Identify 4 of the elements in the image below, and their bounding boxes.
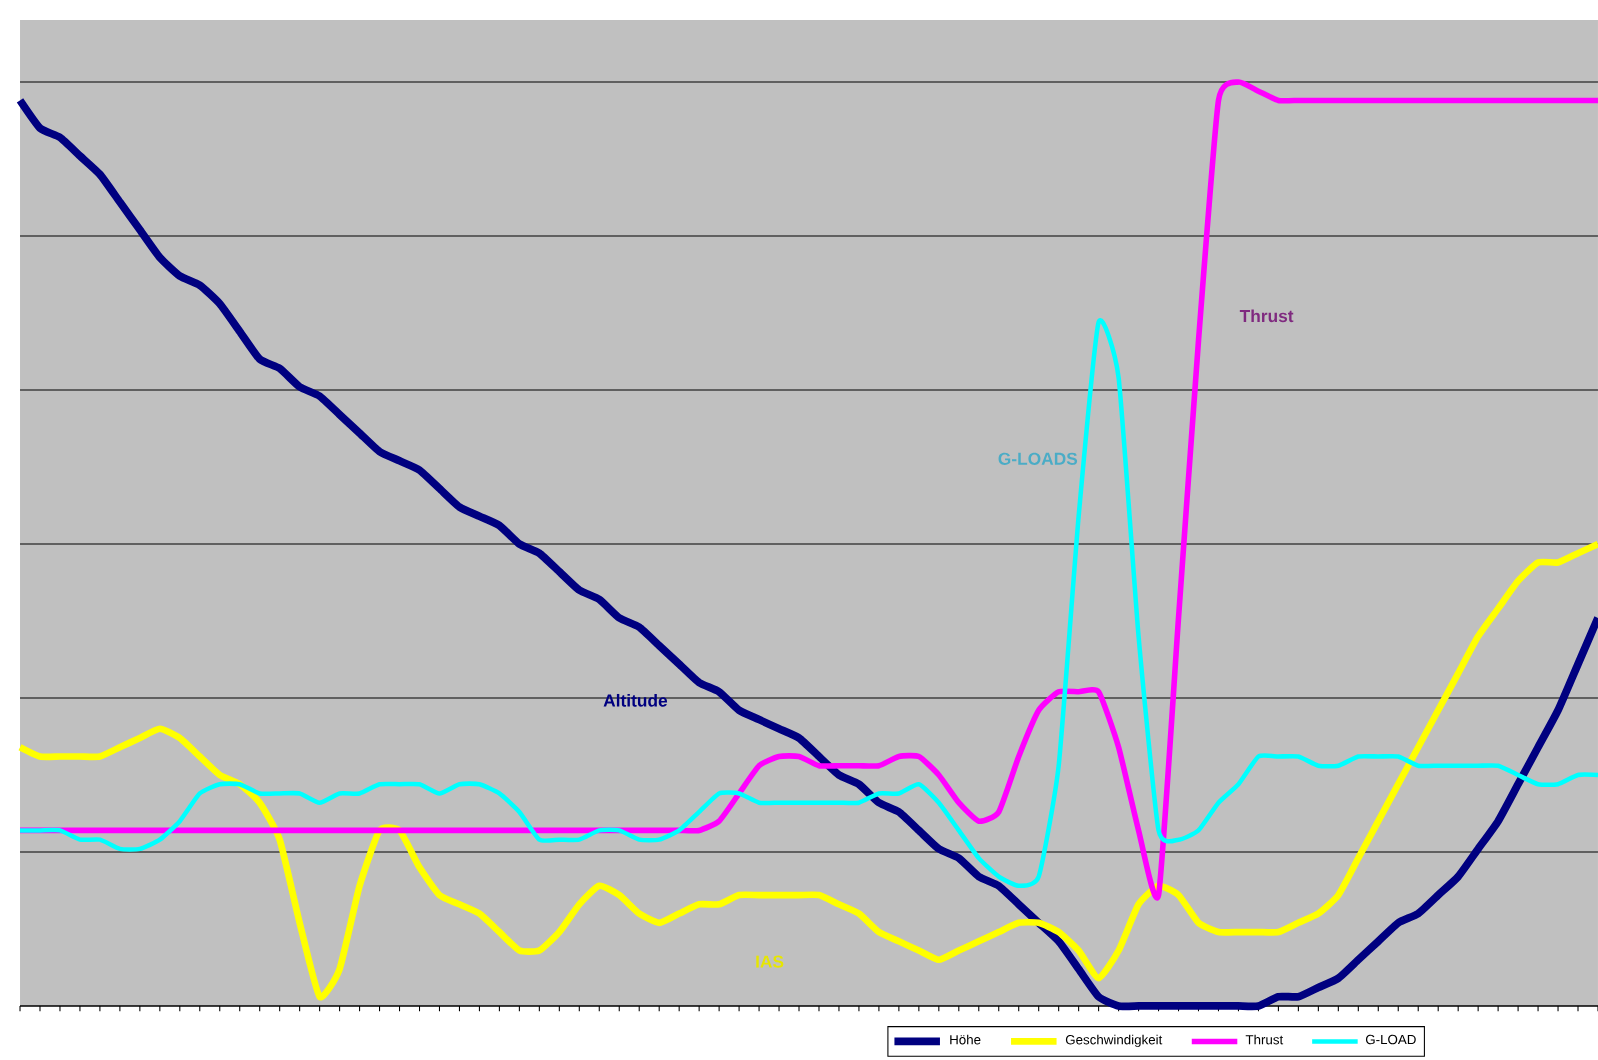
annotation: G-LOADS	[998, 452, 1078, 465]
annotation: Thrust	[1239, 309, 1294, 323]
annotation: IAS	[756, 955, 784, 968]
annotation: Altitude	[603, 693, 668, 707]
